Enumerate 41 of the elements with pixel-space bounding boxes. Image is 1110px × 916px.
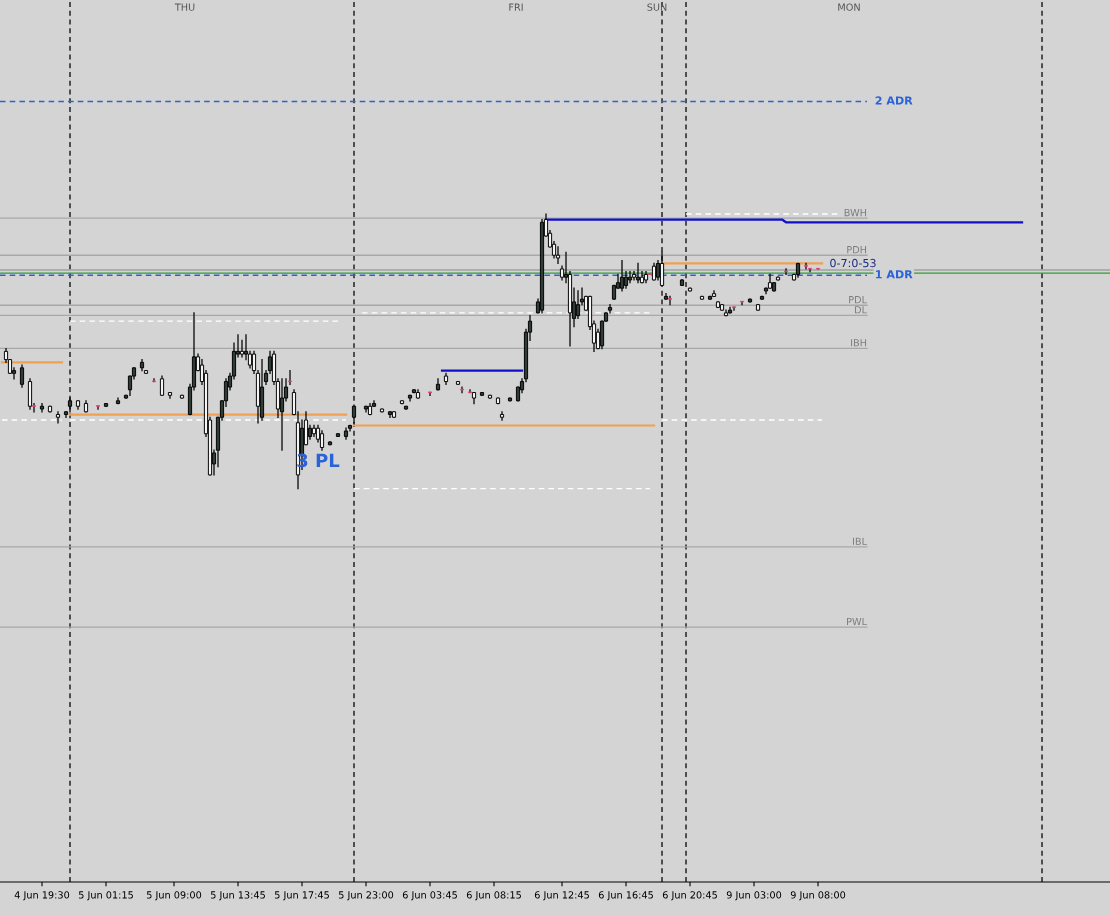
candlestick (731, 306, 737, 311)
text: THU (174, 3, 195, 11)
candlestick (19, 364, 25, 388)
candlestick (575, 290, 581, 320)
candlestick (159, 375, 165, 396)
x-tick-label: 6 Jun 12:45 (534, 891, 589, 901)
x-tick-label: 5 Jun 23:00 (338, 891, 394, 901)
candlestick (627, 271, 633, 284)
x-tick-label: 6 Jun 03:45 (402, 891, 457, 901)
x-tick-label: 4 Jun 19:30 (14, 891, 70, 901)
ref-line-label: DL (855, 306, 867, 314)
x-tick-label: 9 Jun 08:00 (790, 891, 846, 901)
candlestick (239, 339, 245, 358)
x-tick-label: 9 Jun 03:00 (726, 891, 782, 901)
ref-line-label: BWH (844, 209, 867, 217)
candlestick (499, 411, 505, 421)
candlestick (803, 262, 809, 270)
candlestick (739, 300, 745, 306)
ref-line-label: 1 ADR (876, 270, 913, 279)
x-tick-label: 5 Jun 17:45 (274, 891, 329, 901)
candlestick (807, 267, 813, 273)
annotation: 0-7:0-53 (830, 258, 876, 268)
x-tick-label: 6 Jun 08:15 (466, 891, 521, 901)
x-tick-label: 5 Jun 01:15 (78, 891, 133, 901)
candlestick (767, 273, 773, 289)
text: FRI (509, 3, 523, 11)
candlestick (95, 405, 101, 410)
ref-line-label: PWL (847, 617, 867, 626)
ref-line-label: IBH (851, 339, 867, 347)
candlestick (427, 391, 433, 396)
text: MON (838, 3, 860, 11)
x-tick-label: 6 Jun 16:45 (598, 891, 653, 901)
x-tick-label: 5 Jun 13:45 (210, 891, 265, 901)
x-tick-label: 5 Jun 09:00 (146, 891, 202, 901)
candlestick (151, 378, 157, 383)
ref-line-label: 2 ADR (875, 96, 913, 105)
x-tick-label: 6 Jun 20:45 (662, 891, 717, 901)
ref-line-label: IBL (853, 537, 867, 545)
candlestick (39, 402, 45, 413)
ref-line-label: PDL (849, 296, 867, 304)
ref-line-label: PDH (847, 246, 867, 254)
